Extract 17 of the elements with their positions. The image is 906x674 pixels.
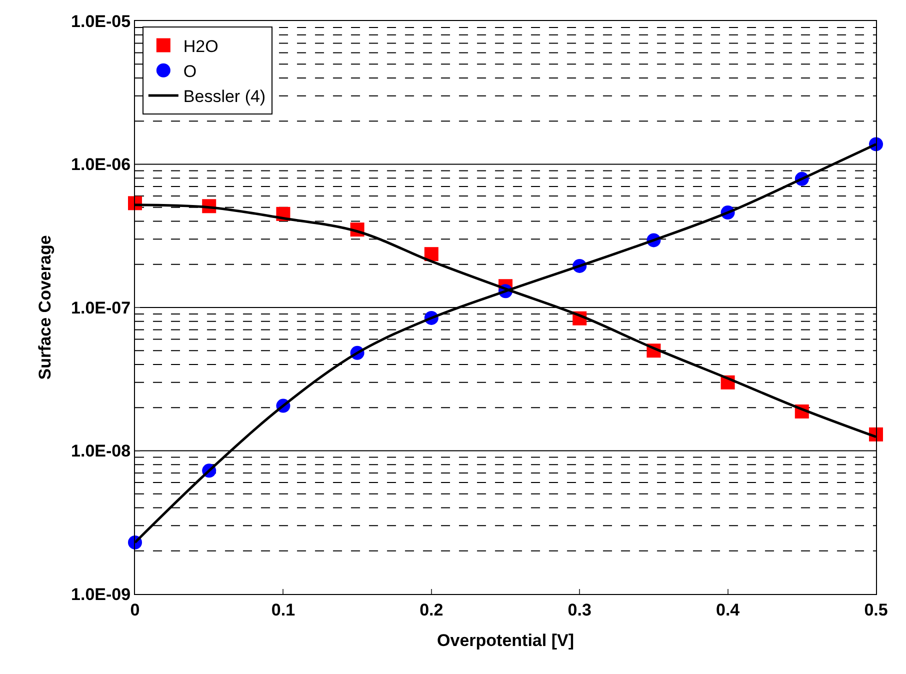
y-tick-label: 1.0E-07 <box>71 298 131 318</box>
x-tick-label: 0 <box>130 600 140 620</box>
legend-label: H2O <box>183 36 218 56</box>
x-axis-title: Overpotential [V] <box>437 630 574 650</box>
point <box>424 247 438 262</box>
x-tick-label: 0.2 <box>420 600 444 620</box>
y-tick-label: 1.0E-09 <box>71 584 131 604</box>
y-axis-title: Surface Coverage <box>36 235 55 380</box>
y-tick-label: 1.0E-05 <box>71 12 131 31</box>
y-tick-label: 1.0E-06 <box>71 155 131 174</box>
x-tick-label: 0.3 <box>568 600 592 620</box>
x-tick-label: 0.1 <box>271 600 296 620</box>
x-tick-label: 0.4 <box>716 600 740 620</box>
legend-label: O <box>183 62 197 82</box>
y-tick-label: 1.0E-08 <box>71 442 131 461</box>
legend-label: Bessler (4) <box>183 87 266 106</box>
x-tick-label: 0.5 <box>864 600 888 620</box>
